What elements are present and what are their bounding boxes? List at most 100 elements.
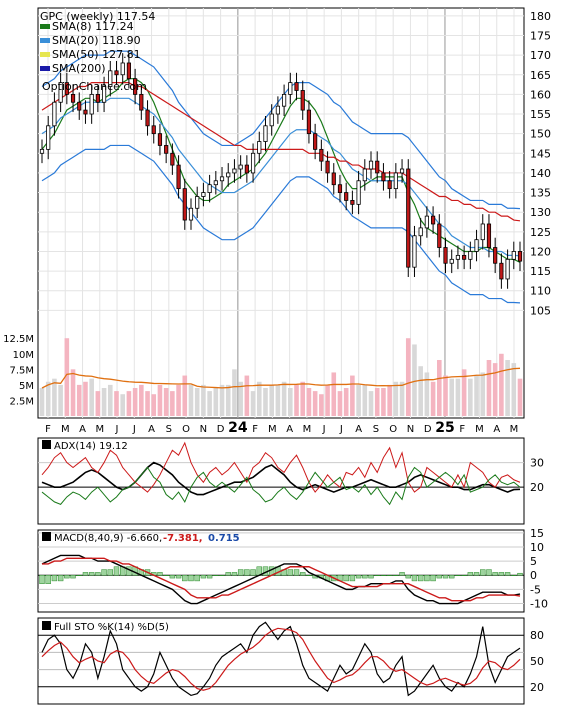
legend-label: SMA(200) [52, 62, 106, 75]
x-tick-label: M [268, 424, 277, 435]
x-tick-label: O [182, 424, 190, 435]
macd-histogram-bar [45, 574, 51, 584]
x-tick-label: A [286, 424, 293, 435]
candle-body [468, 251, 473, 260]
volume-bar [45, 381, 51, 416]
candle-body [95, 93, 100, 103]
volume-bar [52, 378, 57, 416]
candle-body [269, 113, 274, 127]
sto-tick-label: 20 [530, 681, 544, 694]
candle-body [250, 152, 256, 174]
x-tick-label: O [389, 424, 397, 435]
candle-body [480, 223, 485, 241]
macd-tick-label: 0 [530, 569, 537, 582]
sto-tick-label: 50 [530, 655, 544, 668]
volume-bar [244, 375, 250, 416]
x-tick-label: J [132, 424, 136, 435]
x-tick-label: D [424, 424, 432, 435]
macd-line [41, 554, 521, 605]
macd-panel-frame [37, 529, 525, 613]
macd-histogram-bar [368, 574, 374, 579]
volume-tick-label: 12.5M [3, 334, 34, 345]
volume-bar [517, 378, 523, 416]
candle-body [83, 109, 88, 115]
macd-histogram-bar [107, 569, 113, 576]
candle-body [486, 223, 492, 248]
adx-line-1 [41, 441, 521, 493]
macd-histogram-bar [95, 572, 101, 576]
legend-swatch [40, 38, 50, 43]
sto-tick-label: 80 [530, 629, 544, 642]
price-tick-label: 175 [530, 29, 551, 42]
volume-tick-label: 2.5M [9, 396, 34, 407]
volume-bar [393, 381, 399, 416]
price-tick-label: 145 [530, 147, 551, 160]
macd-histogram-bar [374, 574, 380, 576]
candle-body [337, 184, 343, 193]
price-tick-label: 155 [530, 108, 551, 121]
candle-body [201, 192, 206, 197]
volume-bar [182, 375, 188, 416]
volume-bar [213, 388, 219, 416]
price-tick-label: 160 [530, 88, 551, 101]
volume-bar [70, 369, 76, 416]
price-panel-frame [37, 7, 525, 419]
legend-swatch [40, 52, 50, 57]
price-tick-label: 130 [530, 206, 551, 219]
legend-label: SMA(8) 117.24 [52, 20, 134, 33]
volume-bar [120, 394, 125, 416]
macd-histogram-bar [492, 572, 498, 576]
volume-bar [381, 388, 386, 416]
candle-body [226, 172, 231, 178]
macd-histogram-bar [405, 574, 411, 579]
volume-bar [176, 384, 181, 416]
macd-histogram-bar [39, 574, 45, 584]
adx-tick-label: 20 [530, 481, 544, 494]
macd-signal-line [42, 557, 521, 602]
candle-body [139, 93, 144, 111]
volume-bar [188, 384, 194, 416]
price-tick-label: 105 [530, 304, 551, 317]
macd-histogram-bar [417, 574, 424, 582]
candle-body [344, 192, 349, 201]
x-tick-label: M [61, 424, 70, 435]
macd-tick-label: 15 [530, 527, 544, 540]
volume-bar [250, 391, 256, 416]
macd-histogram-bar [504, 572, 511, 576]
sto-line-1 [41, 627, 521, 691]
candle-body [313, 133, 318, 150]
adx-panel-frame [37, 437, 525, 525]
candle-body [244, 164, 249, 174]
macd-histogram-bar [393, 574, 399, 576]
volume-bar [319, 394, 324, 416]
volume-bar [306, 388, 312, 416]
volume-bar [300, 381, 306, 416]
macd-histogram-bar [517, 572, 523, 576]
volume-bar [170, 391, 175, 416]
candle-body [306, 109, 312, 135]
volume-bar [256, 381, 262, 416]
x-tick-label: D [217, 424, 225, 435]
candle-body [232, 168, 237, 174]
candle-body [164, 145, 169, 154]
candle-body [213, 180, 218, 186]
candle-body [52, 101, 57, 127]
candle-body [294, 82, 299, 91]
candle-body [58, 82, 63, 103]
candle-body [176, 164, 181, 190]
volume-bar [362, 384, 368, 416]
volume-bar [412, 344, 417, 416]
volume-bar [145, 391, 150, 416]
candle-body [375, 160, 380, 174]
macd-histogram-bar [287, 569, 294, 576]
macd-tick-label: -5 [530, 583, 541, 596]
x-tick-label: F [459, 424, 465, 435]
volume-bar [337, 391, 343, 416]
legend-swatch [40, 24, 50, 29]
macd-histogram-bar [206, 574, 213, 579]
price-tick-label: 125 [530, 226, 551, 239]
x-tick-label: J [339, 424, 343, 435]
candle-body [108, 70, 113, 87]
macd-histogram-bar [175, 574, 182, 579]
